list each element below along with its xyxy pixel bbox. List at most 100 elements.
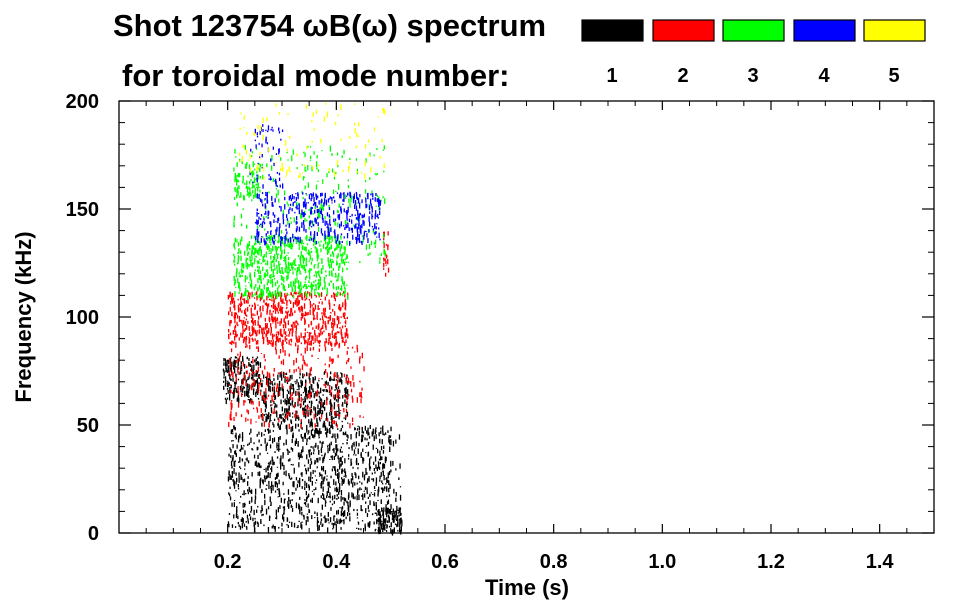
spectrum-speck [309, 292, 311, 294]
spectrum-speck [344, 306, 346, 310]
spectrum-speck [319, 340, 321, 343]
spectrum-speck [264, 499, 266, 506]
spectrum-speck [256, 166, 258, 172]
spectrum-speck [386, 524, 388, 528]
spectrum-speck [231, 472, 234, 478]
spectrum-speck [285, 224, 287, 227]
spectrum-speck [339, 463, 341, 468]
spectrum-speck [292, 271, 294, 275]
spectrum-speck [247, 251, 250, 255]
spectrum-speck [248, 395, 250, 398]
spectrum-speck [308, 194, 311, 200]
spectrum-speck [336, 494, 338, 497]
spectrum-speck [265, 262, 267, 266]
spectrum-speck [380, 427, 382, 430]
spectrum-speck [270, 468, 272, 470]
spectrum-speck [291, 392, 293, 396]
spectrum-speck [287, 266, 289, 268]
spectrum-speck [262, 292, 264, 297]
spectrum-speck [288, 284, 290, 287]
spectrum-speck [274, 382, 276, 386]
spectrum-speck [262, 305, 264, 312]
spectrum-speck [302, 176, 305, 181]
spectrum-speck [324, 498, 326, 501]
spectrum-speck [230, 475, 232, 480]
spectrum-speck [322, 441, 324, 444]
spectrum-speck [332, 358, 334, 363]
spectrum-speck [240, 302, 242, 304]
spectrum-speck [292, 384, 294, 387]
spectrum-speck [283, 512, 285, 515]
spectrum-speck [362, 471, 364, 478]
spectrum-speck [280, 167, 282, 171]
spectrum-speck [241, 477, 243, 480]
spectrum-speck [275, 307, 277, 311]
spectrum-speck [296, 379, 298, 383]
spectrum-speck [298, 175, 300, 178]
spectrum-speck [335, 340, 337, 346]
spectrum-speck [236, 477, 238, 482]
spectrum-speck [276, 317, 278, 322]
spectrum-speck [309, 309, 311, 315]
spectrum-speck [249, 153, 251, 159]
spectrum-speck [252, 371, 254, 375]
spectrum-speck [264, 228, 266, 231]
spectrum-speck [240, 292, 243, 299]
spectrum-speck [309, 347, 312, 351]
spectrum-speck [254, 271, 256, 278]
spectrum-speck [306, 454, 308, 460]
spectrum-speck [263, 166, 265, 172]
spectrum-speck [374, 471, 376, 474]
spectrum-speck [285, 372, 288, 375]
spectrum-speck [302, 407, 304, 411]
spectrum-speck [349, 161, 351, 165]
spectrum-speck [378, 196, 380, 200]
spectrum-speck [257, 269, 259, 272]
spectrum-speck [397, 512, 399, 514]
spectrum-speck [364, 189, 367, 194]
spectrum-speck [353, 193, 355, 200]
spectrum-speck [271, 456, 273, 461]
spectrum-speck [260, 444, 262, 447]
spectrum-speck [271, 386, 274, 392]
spectrum-speck [245, 473, 247, 476]
spectrum-speck [293, 217, 295, 223]
spectrum-speck [323, 307, 325, 311]
spectrum-speck [323, 476, 325, 482]
spectrum-speck [355, 454, 357, 456]
spectrum-speck [266, 194, 268, 201]
spectrum-speck [333, 218, 335, 223]
spectrum-speck [272, 212, 274, 216]
spectrum-speck [318, 164, 320, 167]
spectrum-speck [287, 203, 289, 207]
spectrum-speck [374, 197, 376, 202]
spectrum-speck [228, 359, 230, 365]
spectrum-speck [349, 241, 351, 246]
spectrum-speck [230, 410, 232, 417]
spectrum-speck [257, 125, 259, 129]
spectrum-speck [277, 234, 280, 239]
spectrum-speck [322, 204, 324, 210]
spectrum-speck [278, 291, 280, 297]
spectrum-speck [245, 308, 247, 311]
spectrum-speck [334, 394, 336, 400]
spectrum-speck [312, 342, 315, 345]
spectrum-speck [365, 508, 367, 514]
spectrum-speck [243, 490, 245, 496]
legend-label-mode-3: 3 [747, 65, 758, 87]
spectrum-speck [299, 257, 302, 264]
spectrum-speck [299, 477, 301, 484]
spectrum-speck [290, 324, 293, 328]
spectrum-speck [336, 488, 339, 492]
spectrum-speck [324, 198, 326, 204]
spectrum-speck [258, 231, 260, 236]
band-mode-1-1 [260, 371, 349, 431]
spectrum-speck [311, 194, 313, 196]
spectrum-speck [231, 524, 234, 528]
spectrum-speck [319, 215, 321, 219]
spectrum-speck [255, 183, 257, 186]
spectrum-speck [338, 214, 340, 221]
spectrum-speck [376, 215, 378, 217]
spectrum-speck [361, 520, 364, 522]
spectrum-speck [253, 454, 256, 459]
